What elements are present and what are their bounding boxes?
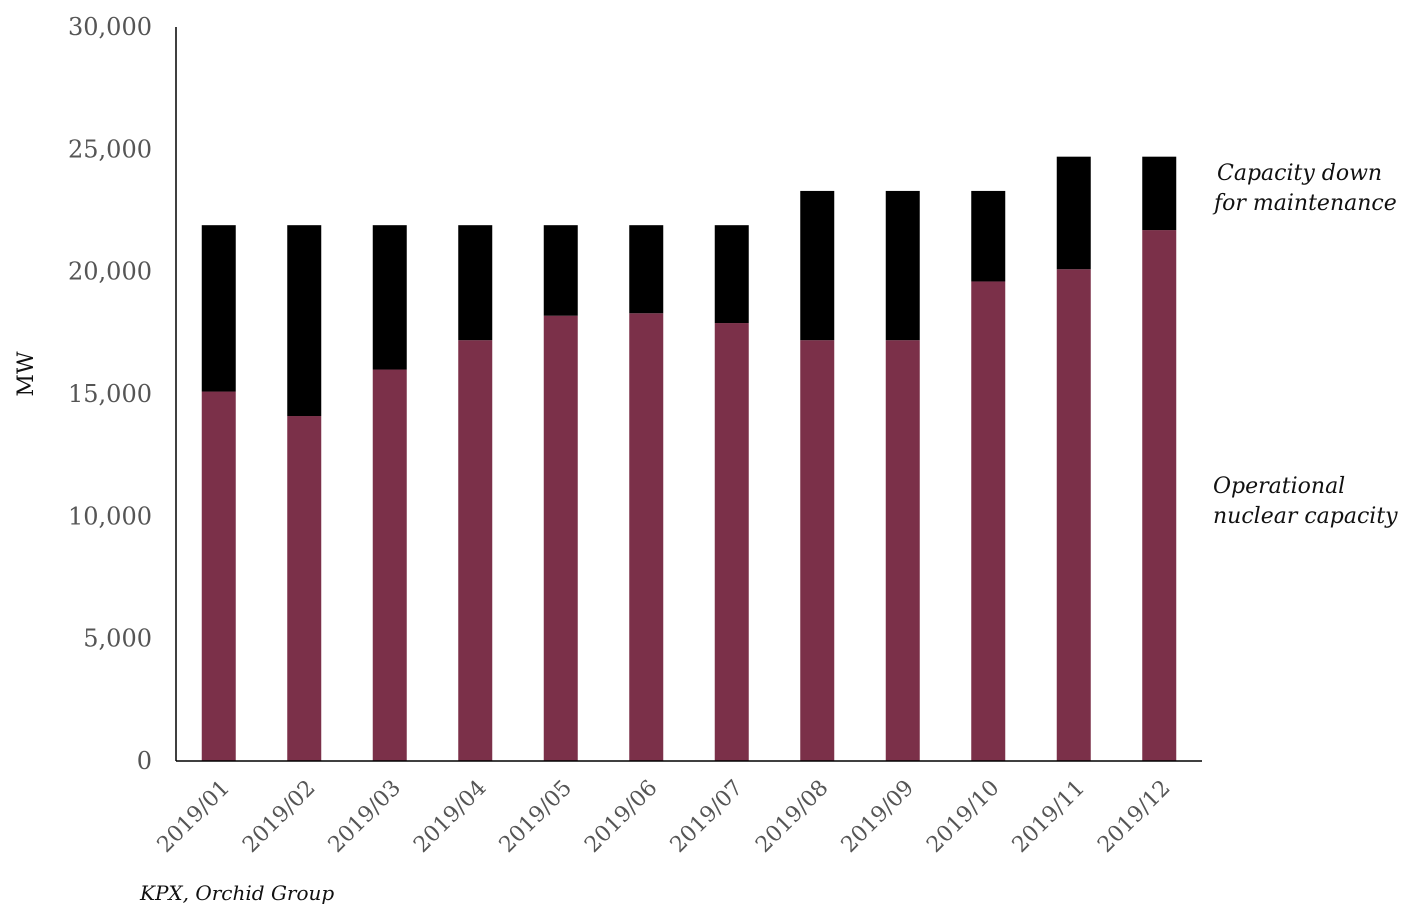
x-tick-label: 2019/05 <box>495 776 577 858</box>
x-tick-label: 2019/07 <box>666 776 748 858</box>
x-tick-label: 2019/04 <box>409 776 491 858</box>
bar-maintenance <box>287 225 322 417</box>
y-tick-label: 10,000 <box>68 502 152 530</box>
y-tick-label: 25,000 <box>68 135 152 163</box>
x-tick-label: 2019/02 <box>238 776 320 858</box>
bar-operational <box>714 323 749 761</box>
bar-maintenance <box>543 225 578 316</box>
y-axis-label: MW <box>14 351 39 397</box>
y-tick-labels: 0 5,000 10,000 15,000 20,000 25,000 30,000 <box>68 13 152 775</box>
bar-maintenance <box>372 225 407 370</box>
bar-operational <box>800 340 835 761</box>
legend-maintenance-line2: for maintenance <box>1212 191 1397 216</box>
bar-maintenance <box>201 225 236 392</box>
bar-operational <box>971 281 1006 761</box>
legend-maintenance-line1: Capacity down <box>1217 161 1382 186</box>
x-tick-label: 2019/12 <box>1093 776 1175 858</box>
bar-operational <box>629 313 664 761</box>
bar-maintenance <box>1142 156 1177 231</box>
bar-operational <box>372 369 407 761</box>
bar-maintenance <box>971 190 1006 282</box>
bar-maintenance <box>1056 156 1091 270</box>
x-tick-labels: 2019/01 2019/02 2019/03 2019/04 2019/05 2019/… <box>153 776 1176 858</box>
y-tick-label: 5,000 <box>83 625 152 653</box>
x-tick-label: 2019/03 <box>324 776 406 858</box>
bar-operational <box>458 340 493 761</box>
legend-operational-line2: nuclear capacity <box>1213 504 1398 529</box>
bar-operational <box>543 315 578 761</box>
bar-maintenance <box>714 225 749 324</box>
bar-maintenance <box>800 190 835 341</box>
source-note: KPX, Orchid Group <box>139 881 334 905</box>
y-tick-label: 0 <box>137 747 152 775</box>
bar-operational <box>201 391 236 761</box>
bar-operational <box>1142 230 1177 761</box>
x-tick-label: 2019/11 <box>1008 776 1090 858</box>
bar-maintenance <box>885 190 920 341</box>
legend-operational-line1: Operational <box>1213 474 1345 499</box>
y-tick-label: 30,000 <box>68 13 152 41</box>
x-tick-label: 2019/06 <box>580 776 662 858</box>
x-tick-label: 2019/01 <box>153 776 235 858</box>
bars-group <box>201 156 1177 761</box>
bar-maintenance <box>629 225 664 314</box>
y-tick-label: 15,000 <box>68 380 152 408</box>
y-tick-label: 20,000 <box>68 258 152 286</box>
bar-maintenance <box>458 225 493 341</box>
bar-operational <box>885 340 920 761</box>
bar-operational <box>1056 269 1091 761</box>
bar-operational <box>287 416 322 761</box>
x-tick-label: 2019/08 <box>751 776 833 858</box>
x-tick-label: 2019/09 <box>837 776 919 858</box>
x-tick-label: 2019/10 <box>922 776 1004 858</box>
